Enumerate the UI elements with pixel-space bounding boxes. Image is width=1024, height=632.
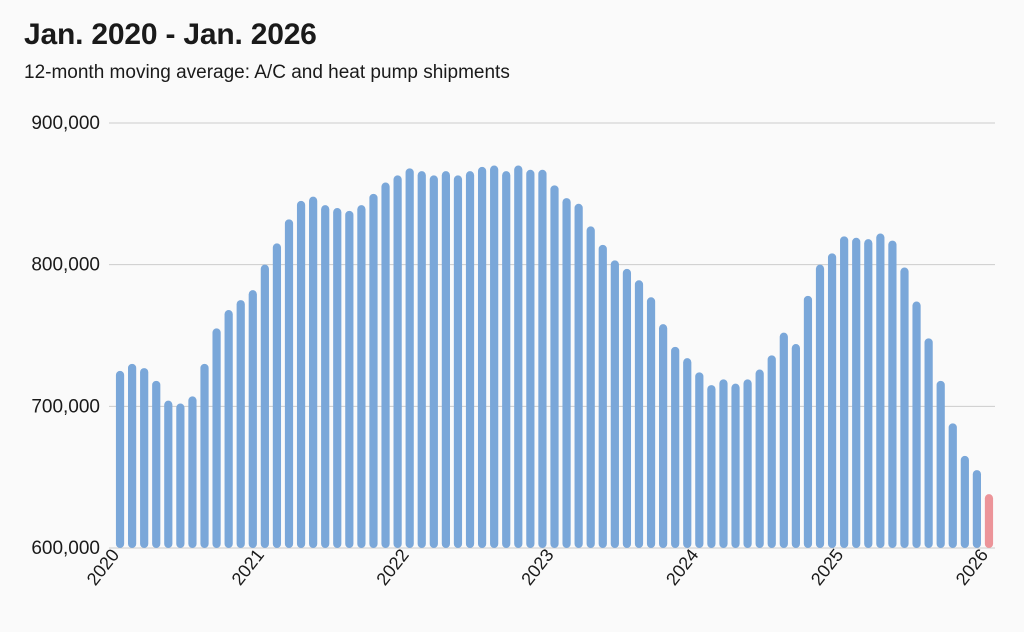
svg-text:700,000: 700,000 (31, 396, 100, 417)
svg-text:800,000: 800,000 (31, 255, 100, 276)
svg-text:2022: 2022 (372, 545, 412, 589)
svg-text:900,000: 900,000 (31, 113, 100, 134)
svg-text:2021: 2021 (228, 545, 268, 589)
svg-text:2023: 2023 (517, 545, 557, 589)
svg-text:2025: 2025 (807, 545, 847, 589)
svg-text:2026: 2026 (952, 545, 992, 589)
svg-text:2024: 2024 (662, 545, 702, 589)
svg-text:600,000: 600,000 (31, 538, 100, 559)
